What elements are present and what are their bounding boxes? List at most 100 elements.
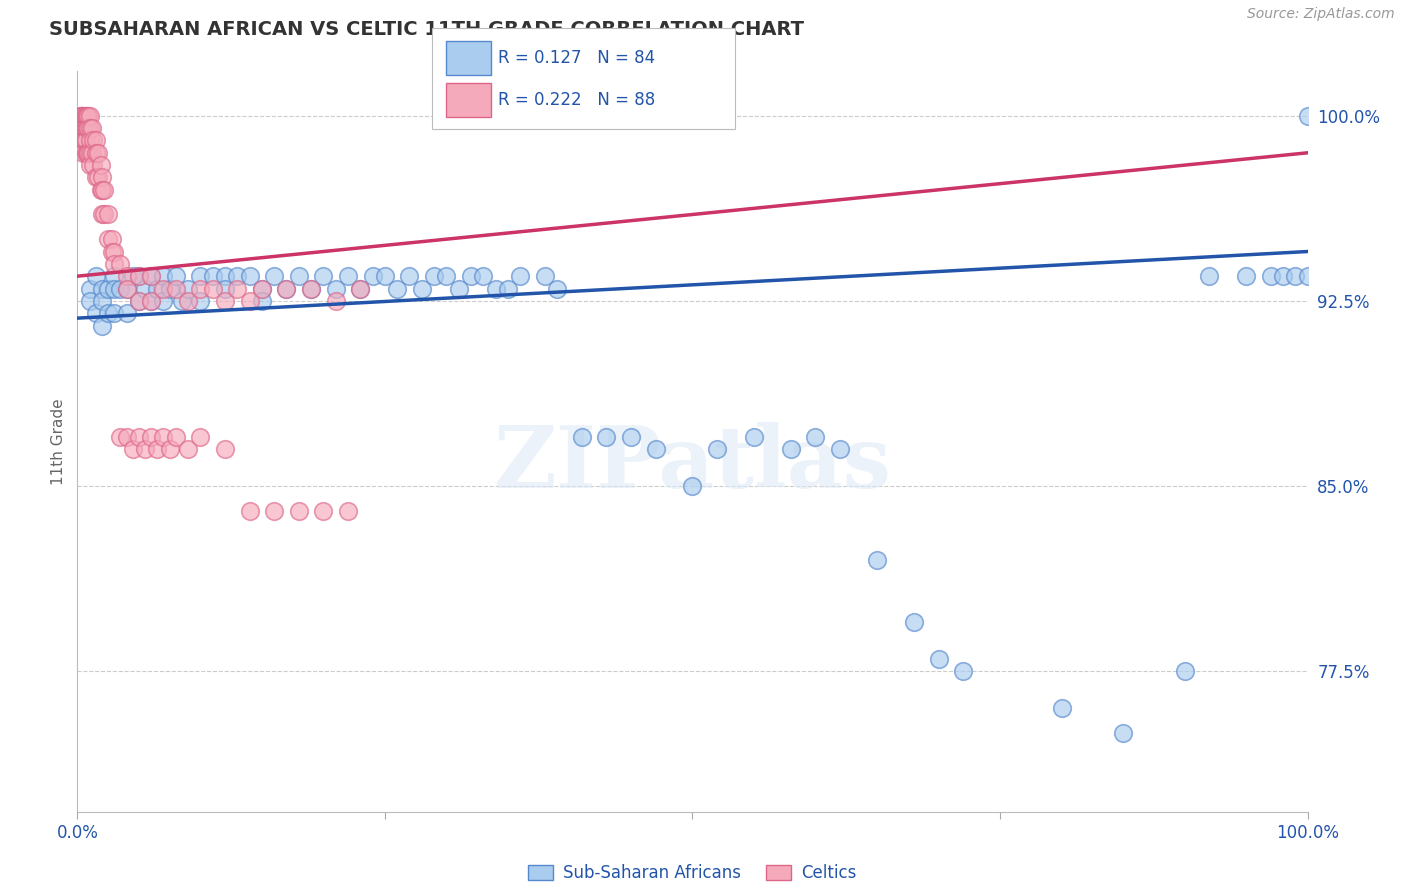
Text: Source: ZipAtlas.com: Source: ZipAtlas.com bbox=[1247, 7, 1395, 21]
Point bbox=[546, 281, 568, 295]
Point bbox=[398, 269, 420, 284]
Point bbox=[134, 281, 156, 295]
Point bbox=[263, 503, 285, 517]
Point bbox=[866, 553, 889, 567]
Point bbox=[1050, 701, 1073, 715]
Point bbox=[1198, 269, 1220, 284]
Point bbox=[276, 281, 298, 295]
Point bbox=[595, 429, 617, 443]
Point bbox=[87, 170, 110, 185]
Point bbox=[299, 281, 322, 295]
Point bbox=[93, 183, 115, 197]
Point bbox=[84, 133, 107, 147]
Point bbox=[141, 269, 163, 284]
Point bbox=[70, 109, 93, 123]
Point bbox=[177, 281, 200, 295]
Point bbox=[472, 269, 495, 284]
Point bbox=[97, 207, 120, 221]
Point bbox=[77, 121, 100, 136]
Point bbox=[152, 429, 174, 443]
Point bbox=[115, 281, 138, 295]
Text: R = 0.127   N = 84: R = 0.127 N = 84 bbox=[498, 49, 655, 67]
Point bbox=[188, 429, 212, 443]
Point bbox=[73, 109, 96, 123]
Point bbox=[928, 651, 950, 665]
Point bbox=[644, 442, 666, 456]
Point bbox=[374, 269, 396, 284]
Point bbox=[90, 281, 114, 295]
Point bbox=[101, 232, 124, 246]
Point bbox=[97, 306, 120, 320]
Point bbox=[101, 244, 124, 259]
Point bbox=[73, 133, 96, 147]
Legend: Sub-Saharan Africans, Celtics: Sub-Saharan Africans, Celtics bbox=[522, 857, 863, 888]
Point bbox=[159, 281, 181, 295]
Point bbox=[337, 503, 360, 517]
Point bbox=[423, 269, 446, 284]
Point bbox=[72, 121, 94, 136]
Point bbox=[87, 145, 110, 160]
Point bbox=[72, 145, 94, 160]
Point bbox=[165, 429, 187, 443]
Point bbox=[128, 293, 150, 308]
Point bbox=[84, 170, 107, 185]
Point bbox=[103, 281, 125, 295]
Point bbox=[1234, 269, 1257, 284]
Point bbox=[128, 269, 150, 284]
Point bbox=[830, 442, 852, 456]
Point bbox=[90, 158, 112, 172]
Point bbox=[76, 121, 98, 136]
Point bbox=[239, 293, 262, 308]
Point bbox=[146, 281, 169, 295]
Point bbox=[152, 281, 174, 295]
Point bbox=[1296, 109, 1319, 123]
Point bbox=[288, 503, 311, 517]
Point bbox=[385, 281, 409, 295]
Point bbox=[115, 269, 138, 284]
Point bbox=[97, 232, 120, 246]
Point bbox=[159, 442, 181, 456]
Point bbox=[79, 158, 101, 172]
Point bbox=[436, 269, 458, 284]
Point bbox=[411, 281, 433, 295]
Point bbox=[188, 293, 212, 308]
Point bbox=[780, 442, 803, 456]
Point bbox=[214, 269, 236, 284]
Point bbox=[485, 281, 508, 295]
Point bbox=[110, 429, 132, 443]
Point bbox=[620, 429, 643, 443]
Point bbox=[1272, 269, 1295, 284]
Point bbox=[82, 158, 104, 172]
Text: R = 0.222   N = 88: R = 0.222 N = 88 bbox=[498, 91, 655, 109]
Point bbox=[239, 503, 262, 517]
Point bbox=[952, 664, 974, 678]
Point bbox=[79, 293, 101, 308]
Point bbox=[103, 257, 125, 271]
Point bbox=[804, 429, 827, 443]
Point bbox=[110, 257, 132, 271]
Point bbox=[103, 306, 125, 320]
Point bbox=[226, 269, 249, 284]
Point bbox=[75, 145, 97, 160]
Point bbox=[1112, 725, 1135, 739]
Point bbox=[79, 109, 101, 123]
Point bbox=[460, 269, 482, 284]
Point bbox=[70, 109, 93, 123]
Point bbox=[79, 145, 101, 160]
Point bbox=[188, 269, 212, 284]
Point bbox=[250, 281, 273, 295]
Point bbox=[77, 109, 100, 123]
Point bbox=[90, 170, 114, 185]
Point bbox=[134, 442, 156, 456]
Point bbox=[84, 269, 107, 284]
Point bbox=[90, 207, 114, 221]
Point bbox=[250, 293, 273, 308]
Point bbox=[70, 109, 93, 123]
Point bbox=[79, 133, 101, 147]
Point bbox=[1296, 269, 1319, 284]
Point bbox=[571, 429, 593, 443]
Point bbox=[299, 281, 322, 295]
Point bbox=[288, 269, 311, 284]
Point bbox=[214, 281, 236, 295]
Point bbox=[73, 121, 96, 136]
